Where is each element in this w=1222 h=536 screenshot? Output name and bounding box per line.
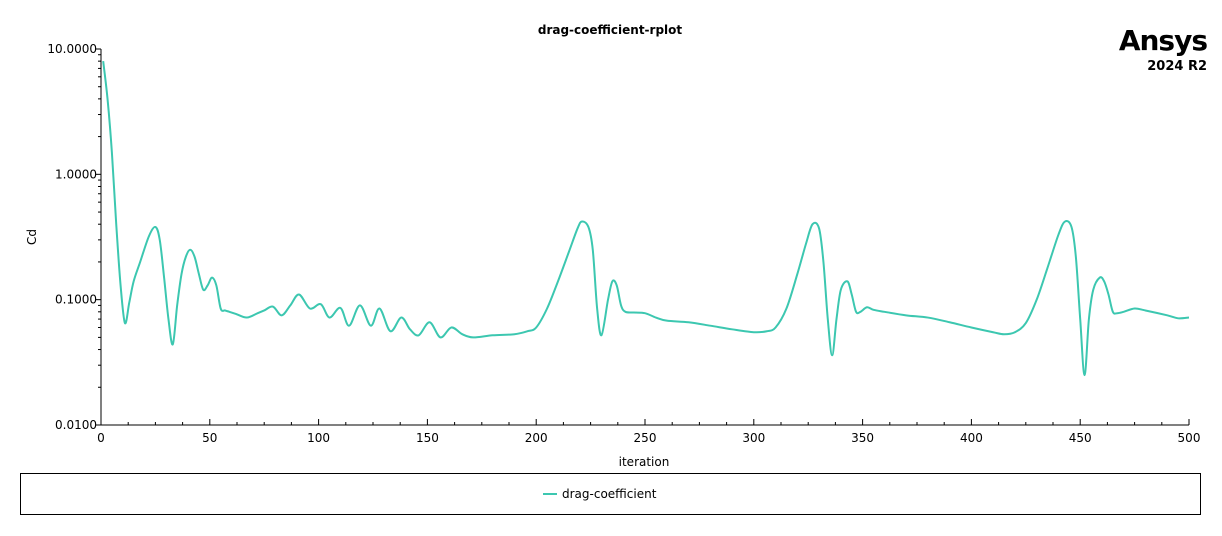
x-tick-label: 350 <box>851 431 874 445</box>
x-tick-label: 100 <box>307 431 330 445</box>
y-tick-label: 10.0000 <box>47 42 97 56</box>
y-axis-label: Cd <box>25 229 39 245</box>
x-tick-label: 300 <box>742 431 765 445</box>
legend-swatch <box>543 493 557 495</box>
x-tick-label: 150 <box>416 431 439 445</box>
series-layer <box>102 61 1190 377</box>
x-tick-label: 200 <box>525 431 548 445</box>
y-tick-label: 1.0000 <box>55 167 97 181</box>
chart-title: drag-coefficient-rplot <box>538 23 683 37</box>
x-tick-label: 500 <box>1178 431 1201 445</box>
series-line-drag-coefficient <box>102 61 1190 377</box>
axes: 0 50 100 150 200 250 300 350 400 450 500 0.0100 0.10… <box>47 42 1200 445</box>
x-tick-label: 50 <box>202 431 217 445</box>
x-tick-label: 450 <box>1069 431 1092 445</box>
legend-label: drag-coefficient <box>562 487 657 501</box>
legend: drag-coefficient <box>20 473 1201 515</box>
x-tick-label: 0 <box>97 431 105 445</box>
x-tick-label: 400 <box>960 431 983 445</box>
y-tick-label: 0.1000 <box>55 293 97 307</box>
ansys-logo: Ansys 2024 R2 <box>1119 24 1209 74</box>
logo-version: 2024 R2 <box>1147 59 1207 74</box>
y-tick-label: 0.0100 <box>55 418 97 432</box>
legend-entry-drag-coefficient[interactable]: drag-coefficient <box>543 487 656 501</box>
x-axis-label: iteration <box>619 455 670 469</box>
x-tick-label: 250 <box>634 431 657 445</box>
logo-name: Ansys <box>1119 24 1208 57</box>
